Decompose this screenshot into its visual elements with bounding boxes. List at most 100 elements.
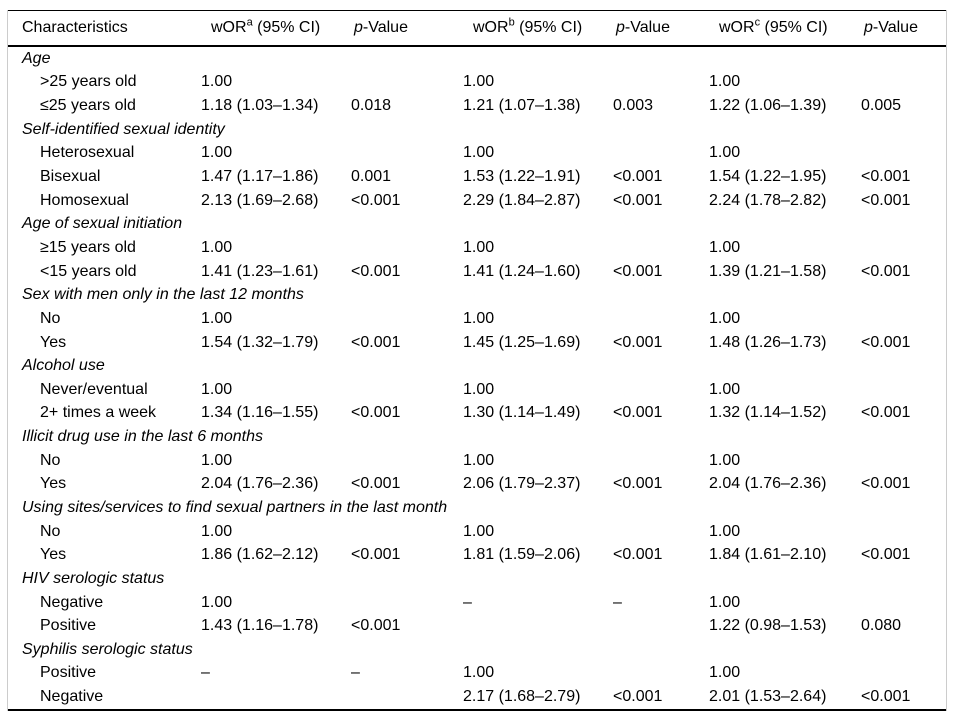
pvalue-cell: <0.001 <box>613 191 663 209</box>
pvalue-cell: <0.001 <box>861 262 911 280</box>
row-label: >25 years old <box>40 73 137 91</box>
row-label: ≤25 years old <box>40 97 136 115</box>
pvalue-cell <box>351 236 463 260</box>
wor-ci-cell: 1.00 <box>463 73 495 91</box>
wor-ci-cell: 1.00 <box>709 144 741 162</box>
odds-ratio-table: Characteristics wORa (95% CI) p-Value wORb … <box>8 10 946 711</box>
wor-ci-cell: 1.00 <box>709 380 741 398</box>
pvalue-cell <box>861 662 946 686</box>
wor-ci-cell: 1.84 (1.61–2.10) <box>709 546 827 564</box>
wor-label: wOR <box>719 19 755 36</box>
section-row: Age <box>8 46 946 71</box>
wor-ci-cell: 1.81 (1.59–2.06) <box>463 546 581 564</box>
col-header-pvalue: p-Value <box>861 10 946 47</box>
wor-ci-cell: 1.86 (1.62–2.12) <box>201 546 319 564</box>
wor-ci-cell: 1.22 (0.98–1.53) <box>709 617 827 635</box>
pvalue-cell <box>861 449 946 473</box>
wor-ci-cell: 1.22 (1.06–1.39) <box>709 97 827 115</box>
wor-ci-cell: 1.54 (1.22–1.95) <box>709 168 827 186</box>
pvalue-cell <box>861 236 946 260</box>
wor-ci-cell: 1.00 <box>709 451 741 469</box>
pvalue-cell: 0.005 <box>861 97 902 115</box>
row-label: Heterosexual <box>40 144 135 162</box>
data-row: ≥15 years old 1.00 1.00 1.00 <box>8 236 946 260</box>
data-row: Bisexual 1.47 (1.17–1.86) 0.001 1.53 (1.22–… <box>8 165 946 189</box>
pvalue-cell <box>861 378 946 402</box>
pvalue-cell <box>351 307 463 331</box>
pvalue-cell: <0.001 <box>861 546 911 564</box>
pvalue-cell: <0.001 <box>613 333 663 351</box>
value-label: -Value <box>872 19 918 36</box>
row-label: Negative <box>40 593 104 611</box>
pvalue-cell: <0.001 <box>613 404 663 422</box>
wor-ci-cell: 1.00 <box>709 664 741 682</box>
pvalue-cell <box>351 685 463 710</box>
pvalue-cell <box>613 307 709 331</box>
data-row: No 1.00 1.00 1.00 <box>8 449 946 473</box>
pvalue-cell <box>351 449 463 473</box>
row-label: Positive <box>40 617 97 635</box>
data-row: Yes 1.54 (1.32–1.79) <0.001 1.45 (1.25–1.69… <box>8 331 946 355</box>
wor-ci-cell: – <box>463 593 472 611</box>
pvalue-cell <box>613 662 709 686</box>
pvalue-cell: <0.001 <box>351 617 401 635</box>
wor-ci-cell: 1.34 (1.16–1.55) <box>201 404 319 422</box>
pvalue-cell <box>351 71 463 95</box>
wor-ci-cell: 1.30 (1.14–1.49) <box>463 404 581 422</box>
wor-superscript-c: c <box>754 16 761 29</box>
row-label: Negative <box>40 688 104 706</box>
row-label: No <box>40 522 61 540</box>
pvalue-cell: – <box>351 664 360 682</box>
pvalue-cell <box>861 520 946 544</box>
pvalue-cell: <0.001 <box>613 168 663 186</box>
pvalue-cell: 0.003 <box>613 97 654 115</box>
section-row: Self-identified sexual identity <box>8 118 946 142</box>
section-row: Alcohol use <box>8 354 946 378</box>
wor-ci-cell: 1.41 (1.24–1.60) <box>463 262 581 280</box>
data-row: Yes 1.86 (1.62–2.12) <0.001 1.81 (1.59–2.06… <box>8 543 946 567</box>
pvalue-cell: <0.001 <box>613 546 663 564</box>
wor-ci-cell: 1.00 <box>463 238 495 256</box>
p-italic: p <box>354 19 363 36</box>
pvalue-cell <box>613 236 709 260</box>
wor-ci-cell: 2.13 (1.69–2.68) <box>201 191 319 209</box>
section-title: HIV serologic status <box>22 569 165 587</box>
wor-ci-cell <box>201 685 351 710</box>
wor-ci-cell: 1.00 <box>201 451 233 469</box>
row-label: Never/eventual <box>40 380 148 398</box>
header-row: Characteristics wORa (95% CI) p-Value wORb … <box>8 10 946 47</box>
data-row: Positive 1.43 (1.16–1.78) <0.001 1.22 (0.98… <box>8 614 946 638</box>
pvalue-cell: <0.001 <box>351 262 401 280</box>
wor-ci-cell: 1.00 <box>201 73 233 91</box>
wor-ci-cell: 1.00 <box>709 238 741 256</box>
wor-ci-cell: 1.00 <box>201 380 233 398</box>
row-label: ≥15 years old <box>40 238 136 256</box>
wor-ci-cell: 1.39 (1.21–1.58) <box>709 262 827 280</box>
col-header-wor-c: wORc (95% CI) <box>709 10 861 47</box>
wor-ci-cell: 1.00 <box>709 522 741 540</box>
wor-ci-cell: 1.00 <box>463 309 495 327</box>
pvalue-cell: <0.001 <box>351 546 401 564</box>
wor-ci-cell: 1.45 (1.25–1.69) <box>463 333 581 351</box>
section-title: Syphilis serologic status <box>22 640 193 658</box>
wor-ci-cell: 1.54 (1.32–1.79) <box>201 333 319 351</box>
section-title: Age of sexual initiation <box>22 215 183 233</box>
pvalue-cell: <0.001 <box>861 688 911 706</box>
ci-label: (95% CI) <box>514 19 583 36</box>
pvalue-cell <box>613 71 709 95</box>
table-body: Age >25 years old 1.00 1.00 1.00 ≤25 years ol… <box>8 46 946 710</box>
ci-label: (95% CI) <box>252 19 321 36</box>
wor-ci-cell: 1.00 <box>463 451 495 469</box>
data-row: Yes 2.04 (1.76–2.36) <0.001 2.06 (1.79–2.37… <box>8 473 946 497</box>
pvalue-cell: <0.001 <box>861 333 911 351</box>
pvalue-cell <box>613 520 709 544</box>
wor-ci-cell: 2.01 (1.53–2.64) <box>709 688 827 706</box>
data-row: Homosexual 2.13 (1.69–2.68) <0.001 2.29 (1.… <box>8 189 946 213</box>
row-label: Yes <box>40 546 67 564</box>
pvalue-cell: <0.001 <box>351 333 401 351</box>
wor-ci-cell <box>463 614 613 638</box>
row-label: Positive <box>40 664 97 682</box>
col-header-pvalue: p-Value <box>613 10 709 47</box>
section-title: Age <box>22 49 51 67</box>
pvalue-cell <box>861 591 946 615</box>
